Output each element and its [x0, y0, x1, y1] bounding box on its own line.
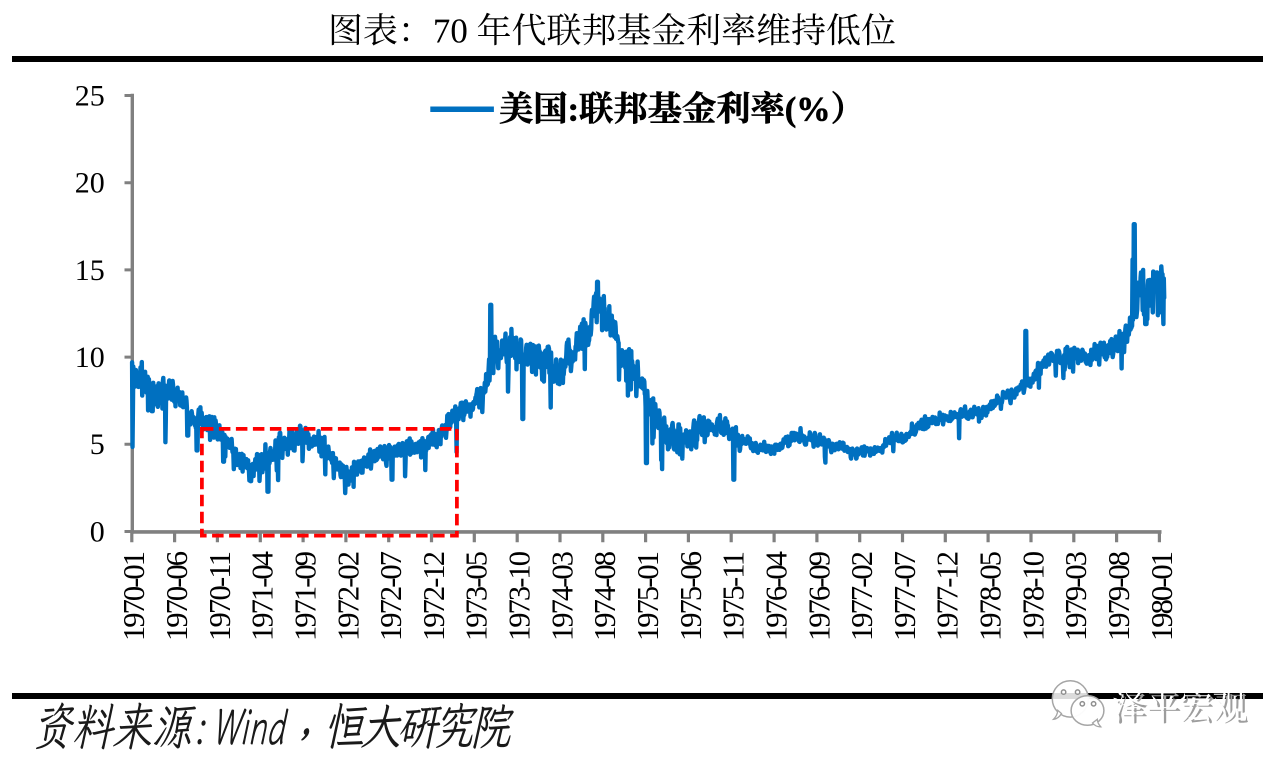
svg-text:1977-12: 1977-12: [931, 551, 965, 641]
svg-text:1971-09: 1971-09: [289, 551, 323, 641]
svg-text:1974-03: 1974-03: [545, 551, 579, 641]
svg-text:1978-10: 1978-10: [1016, 551, 1050, 641]
svg-text:1978-05: 1978-05: [974, 551, 1008, 641]
svg-text:1979-08: 1979-08: [1102, 551, 1136, 641]
svg-text:10: 10: [75, 341, 105, 374]
svg-text:1974-08: 1974-08: [588, 551, 622, 641]
svg-text:1972-07: 1972-07: [374, 551, 408, 641]
svg-text:1970-06: 1970-06: [160, 551, 194, 641]
svg-text:1975-11: 1975-11: [717, 551, 751, 641]
svg-text:1973-10: 1973-10: [503, 551, 537, 641]
svg-text:1972-12: 1972-12: [417, 551, 451, 641]
svg-text:1976-04: 1976-04: [760, 551, 794, 641]
svg-text:1972-02: 1972-02: [331, 551, 365, 641]
svg-text:15: 15: [75, 254, 105, 287]
svg-text:25: 25: [75, 79, 105, 112]
svg-text:1977-02: 1977-02: [845, 551, 879, 641]
svg-text:1975-06: 1975-06: [674, 551, 708, 641]
svg-text:1979-03: 1979-03: [1059, 551, 1093, 641]
svg-text:0: 0: [90, 515, 105, 548]
svg-text:1970-11: 1970-11: [203, 551, 237, 641]
svg-text:1971-04: 1971-04: [246, 551, 280, 641]
svg-text:1980-01: 1980-01: [1145, 551, 1179, 641]
svg-text:5: 5: [90, 428, 105, 461]
svg-text:1973-05: 1973-05: [460, 551, 494, 641]
svg-text:1975-01: 1975-01: [631, 551, 665, 641]
svg-text:1976-09: 1976-09: [802, 551, 836, 641]
svg-text:1977-07: 1977-07: [888, 551, 922, 641]
svg-text:20: 20: [75, 167, 105, 200]
svg-text:1970-01: 1970-01: [117, 551, 151, 641]
